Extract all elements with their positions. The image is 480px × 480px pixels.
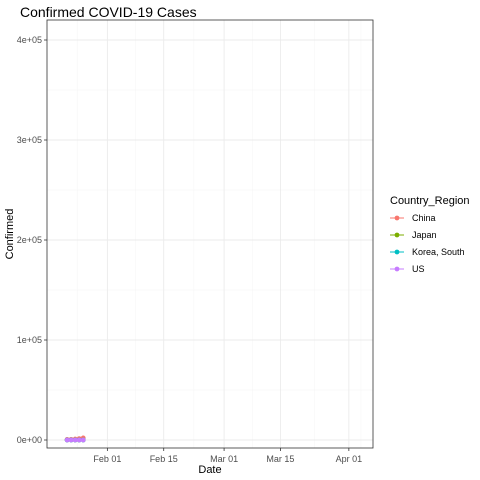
- x-tick-label: Mar 15: [266, 454, 294, 464]
- data-point: [76, 437, 82, 443]
- legend-item: China: [390, 213, 436, 223]
- legend-item: Japan: [390, 230, 437, 240]
- legend-key-point: [394, 232, 400, 238]
- chart-title: Confirmed COVID-19 Cases: [20, 4, 197, 20]
- legend-label: Korea, South: [412, 247, 465, 257]
- y-axis: 0e+00 1e+05 2e+05 3e+05 4e+05: [17, 35, 47, 445]
- y-tick-label: 3e+05: [17, 135, 42, 145]
- data-point: [72, 437, 78, 443]
- legend-item: Korea, South: [390, 247, 465, 257]
- x-axis: Feb 01 Feb 15 Mar 01 Mar 15 Apr 01: [93, 448, 362, 464]
- legend-label: China: [412, 213, 436, 223]
- data-point: [80, 437, 86, 443]
- y-axis-title: Confirmed: [4, 209, 16, 260]
- legend-title: Country_Region: [390, 195, 470, 207]
- y-tick-label: 2e+05: [17, 235, 42, 245]
- y-tick-label: 0e+00: [17, 435, 42, 445]
- legend-key-point: [394, 215, 400, 221]
- data-point: [64, 437, 70, 443]
- x-tick-label: Mar 01: [210, 454, 238, 464]
- x-tick-label: Feb 15: [150, 454, 178, 464]
- y-tick-label: 4e+05: [17, 35, 42, 45]
- legend-key-point: [394, 249, 400, 255]
- legend-item: US: [390, 264, 425, 274]
- legend: Country_Region China Japan Korea, South US: [390, 195, 470, 274]
- gridlines: [47, 20, 373, 448]
- series-layer: [64, 435, 86, 443]
- x-tick-label: Apr 01: [336, 454, 363, 464]
- legend-key-point: [394, 266, 400, 272]
- x-axis-title: Date: [198, 464, 221, 476]
- panel-border: [46, 19, 374, 449]
- legend-label: US: [412, 264, 425, 274]
- plot-panel: [46, 19, 374, 449]
- data-point: [68, 437, 74, 443]
- y-tick-label: 1e+05: [17, 335, 42, 345]
- x-tick-label: Feb 01: [93, 454, 121, 464]
- legend-label: Japan: [412, 230, 437, 240]
